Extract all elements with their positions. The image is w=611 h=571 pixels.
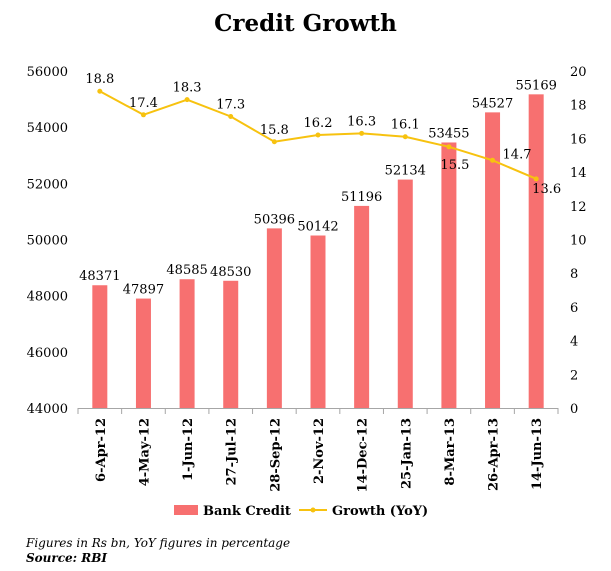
left-axis-tick-label: 50000 (27, 234, 68, 249)
right-axis-tick-label: 0 (570, 402, 578, 417)
left-axis-tick-label: 46000 (27, 346, 68, 361)
bar-data-label: 53455 (428, 126, 469, 141)
bar (528, 94, 544, 408)
growth-data-label: 16.3 (347, 114, 376, 129)
bar (354, 205, 370, 408)
right-axis-tick-label: 10 (570, 234, 587, 249)
growth-point (315, 132, 321, 138)
x-axis-tick-label: 25-Jan-13 (399, 418, 414, 489)
bar (441, 142, 457, 408)
bar-data-label: 52134 (385, 164, 426, 179)
x-axis-tick-label: 1-Jun-12 (181, 418, 196, 481)
bar (310, 235, 326, 408)
bar (223, 280, 239, 408)
left-axis-tick-label: 44000 (27, 402, 68, 417)
chart-title: Credit Growth (214, 10, 397, 37)
growth-point (359, 130, 365, 136)
legend-swatch-bank-credit (174, 505, 198, 515)
left-axis-tick-label: 54000 (27, 121, 68, 136)
growth-data-label: 16.1 (391, 118, 420, 133)
bar-data-label: 55169 (516, 78, 557, 93)
growth-data-label: 18.8 (85, 72, 114, 87)
bar-data-label: 54527 (472, 96, 513, 111)
x-axis-tick-label: 6-Apr-12 (94, 418, 109, 482)
bar-data-label: 50142 (297, 220, 338, 235)
bar-data-label: 48371 (79, 269, 120, 284)
growth-data-label: 18.3 (173, 81, 202, 96)
x-axis-tick-label: 26-Apr-13 (487, 418, 502, 491)
legend-label-bank-credit: Bank Credit (203, 504, 291, 519)
footnote-units: Figures in Rs bn, YoY figures in percent… (26, 536, 291, 550)
x-axis-tick-label: 14-Dec-12 (356, 418, 371, 492)
right-axis-tick-label: 20 (570, 65, 587, 80)
x-axis-tick-label: 2-Nov-12 (312, 418, 327, 484)
right-axis-tick-label: 6 (570, 301, 578, 316)
growth-point (228, 113, 234, 119)
right-axis-tick-label: 14 (570, 166, 587, 181)
right-axis-tick-label: 16 (570, 132, 587, 147)
legend-label-growth: Growth (YoY) (332, 504, 428, 519)
growth-data-label: 13.6 (532, 182, 561, 197)
legend-marker-growth (310, 507, 316, 513)
growth-data-label: 17.4 (129, 96, 158, 111)
bar (485, 112, 501, 408)
growth-data-label: 15.5 (440, 158, 469, 173)
growth-point (446, 144, 452, 150)
growth-point (140, 112, 146, 118)
right-axis-tick-label: 4 (570, 335, 578, 350)
bar (397, 179, 413, 408)
footnote-source: Source: RBI (26, 551, 107, 565)
growth-point (490, 157, 496, 163)
x-axis-tick-label: 14-Jun-13 (530, 418, 545, 490)
bar-data-label: 50396 (254, 212, 295, 227)
bar-data-label: 51196 (341, 190, 382, 205)
growth-point (533, 176, 539, 182)
bar (92, 285, 108, 408)
left-axis-tick-label: 48000 (27, 290, 68, 305)
x-axis-tick-label: 4-May-12 (137, 418, 152, 486)
bar-data-label: 48585 (166, 263, 207, 278)
growth-data-label: 17.3 (216, 97, 245, 112)
left-axis-tick-label: 56000 (27, 65, 68, 80)
bar-data-label: 48530 (210, 265, 251, 280)
growth-point (402, 134, 408, 140)
right-axis-tick-label: 12 (570, 200, 587, 215)
bar (179, 279, 195, 408)
growth-data-label: 15.8 (260, 123, 289, 138)
bar-data-label: 47897 (123, 283, 164, 298)
x-axis-tick-label: 28-Sep-12 (268, 418, 283, 492)
x-axis-tick-label: 27-Jul-12 (225, 418, 240, 486)
growth-point (97, 88, 103, 94)
growth-data-label: 16.2 (304, 116, 333, 131)
growth-point (271, 139, 277, 145)
right-axis-tick-label: 18 (570, 99, 587, 114)
bar (266, 228, 282, 408)
growth-data-label: 14.7 (503, 147, 532, 162)
right-axis-tick-label: 8 (570, 267, 578, 282)
left-axis-tick-label: 52000 (27, 177, 68, 192)
bar (135, 298, 151, 408)
growth-point (184, 97, 190, 103)
x-axis-tick-label: 8-Mar-13 (443, 418, 458, 486)
right-axis-tick-label: 2 (570, 368, 578, 383)
